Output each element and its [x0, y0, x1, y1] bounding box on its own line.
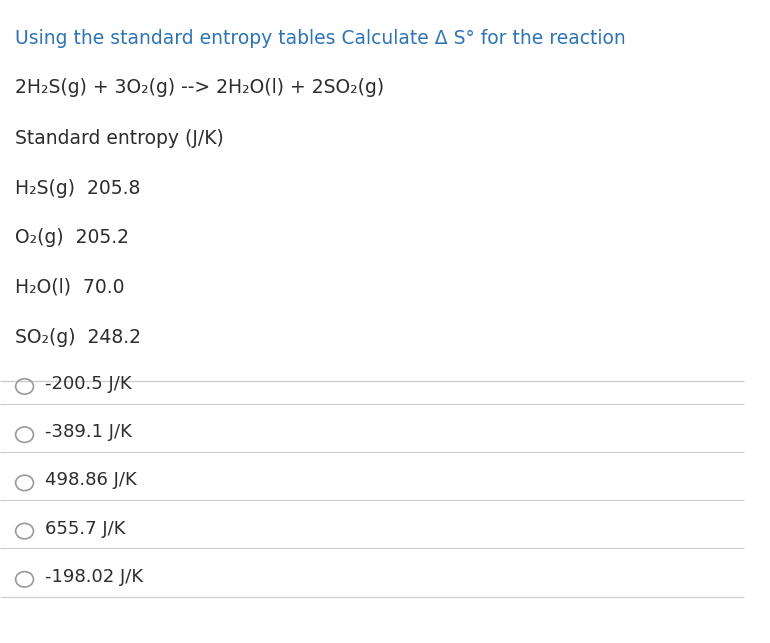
Text: O₂(g)  205.2: O₂(g) 205.2: [15, 228, 129, 248]
Text: H₂S(g)  205.8: H₂S(g) 205.8: [15, 179, 140, 198]
Text: -389.1 J/K: -389.1 J/K: [45, 423, 132, 441]
Text: H₂O(l)  70.0: H₂O(l) 70.0: [15, 278, 125, 297]
Text: 2H₂S(g) + 3O₂(g) --> 2H₂O(l) + 2SO₂(g): 2H₂S(g) + 3O₂(g) --> 2H₂O(l) + 2SO₂(g): [15, 78, 384, 98]
Text: -200.5 J/K: -200.5 J/K: [45, 375, 131, 393]
Text: 655.7 J/K: 655.7 J/K: [45, 520, 126, 538]
Text: Standard entropy (J/K): Standard entropy (J/K): [15, 129, 223, 148]
Text: Using the standard entropy tables Calculate Δ S° for the reaction: Using the standard entropy tables Calcul…: [15, 29, 626, 48]
Text: SO₂(g)  248.2: SO₂(g) 248.2: [15, 328, 141, 347]
Text: -198.02 J/K: -198.02 J/K: [45, 568, 142, 586]
Text: 498.86 J/K: 498.86 J/K: [45, 471, 136, 489]
